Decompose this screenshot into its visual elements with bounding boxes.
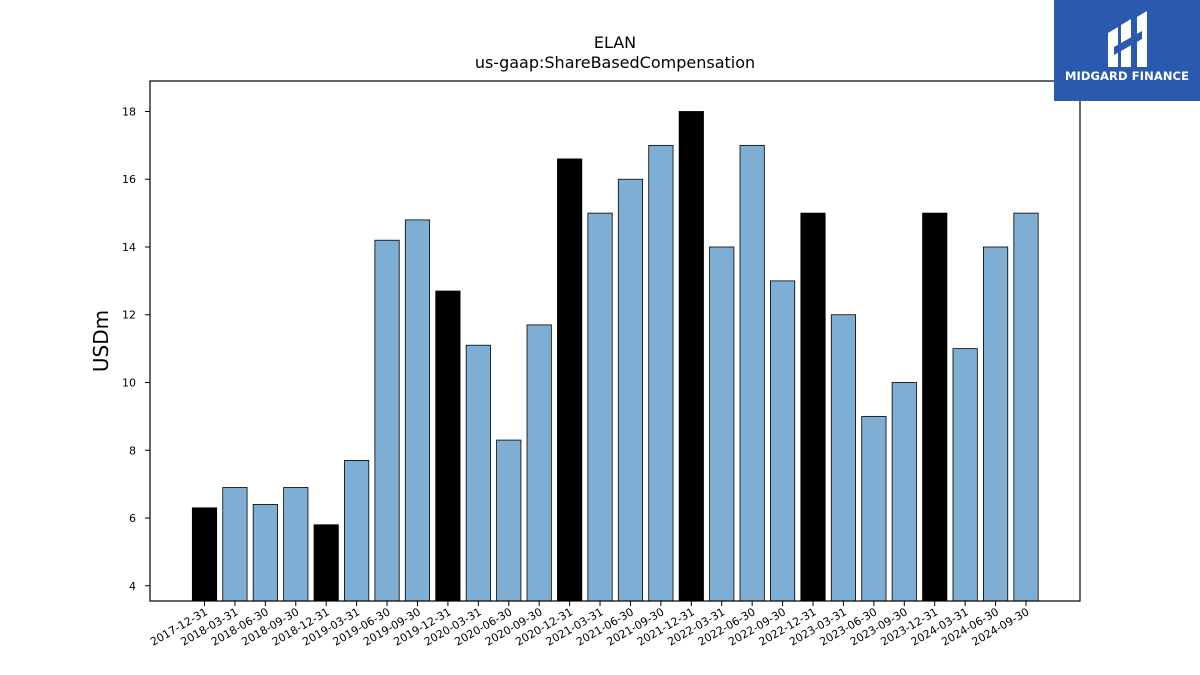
bar-2023-12-31 [922, 212, 948, 602]
bar-2021-06-30 [617, 178, 644, 602]
bar-2024-09-30 [1013, 212, 1039, 602]
y-tick-label: 4 [129, 580, 136, 593]
chart-title: ELAN [594, 33, 636, 52]
bar-2021-03-31 [587, 212, 613, 602]
bar-2022-06-30 [739, 144, 765, 602]
bar-2021-12-31 [678, 111, 704, 602]
brand-logo: MIDGARD FINANCE [1054, 0, 1200, 101]
y-axis: 4 6 8 10 12 14 16 18 [122, 105, 150, 593]
bar-2023-03-31 [830, 314, 857, 602]
plot-frame [149, 80, 1081, 602]
bar-2022-12-31 [800, 212, 826, 602]
bar-2024-03-31 [952, 348, 978, 602]
bar-2019-12-31 [435, 290, 461, 602]
bar-2018-09-30 [283, 487, 309, 602]
bar-2020-09-30 [526, 324, 552, 602]
bar-2022-03-31 [709, 246, 735, 602]
bar-2018-03-31 [222, 487, 248, 602]
bar-2018-06-30 [252, 504, 278, 602]
y-tick-label: 6 [129, 512, 136, 525]
bar-2023-06-30 [861, 415, 887, 602]
bar-2020-03-31 [465, 344, 491, 602]
chart-subtitle: us-gaap:ShareBasedCompensation [475, 53, 755, 72]
y-tick-label: 18 [122, 105, 136, 118]
bar-2019-03-31 [344, 460, 370, 602]
y-tick-label: 16 [122, 173, 136, 186]
bar-2023-09-30 [891, 382, 917, 602]
x-axis: 2017-12-312018-03-312018-06-302018-09-30… [148, 601, 1032, 649]
bar-2018-12-31 [313, 524, 339, 602]
bar-2024-06-30 [983, 246, 1009, 602]
bar-2021-09-30 [648, 144, 674, 602]
plot-area [191, 111, 1039, 602]
y-tick-label: 8 [129, 444, 136, 457]
brand-name: MIDGARD FINANCE [1064, 69, 1190, 83]
y-axis-label: USDm [89, 310, 113, 372]
y-tick-label: 12 [122, 309, 136, 322]
midgard-logo-icon [1108, 11, 1147, 67]
bar-2020-06-30 [496, 439, 522, 602]
y-tick-label: 10 [122, 376, 136, 389]
bar-2019-09-30 [404, 219, 431, 602]
bar-2022-09-30 [770, 280, 796, 602]
bar-2020-12-31 [557, 158, 583, 602]
bar-2019-06-30 [374, 239, 400, 602]
y-tick-label: 14 [122, 241, 136, 254]
bar-2017-12-31 [191, 507, 218, 602]
